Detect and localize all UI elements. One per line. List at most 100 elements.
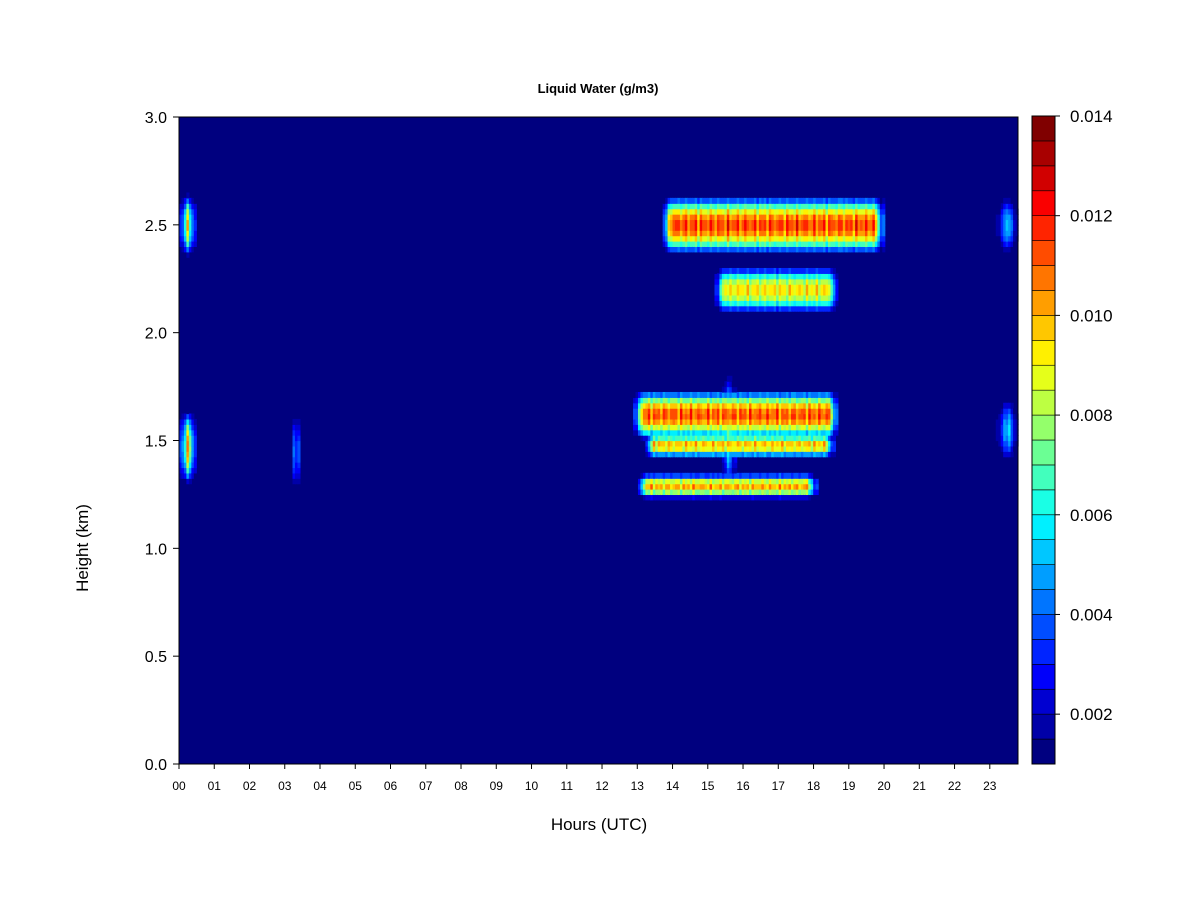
heatmap-cell [840, 246, 844, 253]
heatmap-cell [786, 429, 790, 436]
heatmap-cell [647, 424, 651, 431]
heatmap-cell [716, 451, 721, 458]
heatmap-cell [761, 208, 765, 215]
heatmap-cell [805, 267, 809, 274]
heatmap-cell [815, 294, 819, 301]
heatmap-cell [818, 424, 822, 431]
heatmap-cell [832, 300, 836, 307]
heatmap-cell [798, 418, 802, 425]
heatmap-cell [667, 402, 671, 409]
heatmap-cell [193, 424, 197, 431]
heatmap-cell [825, 246, 829, 253]
heatmap-cell [761, 429, 765, 436]
heatmap-cell [815, 451, 819, 458]
heatmap-cell [193, 224, 197, 231]
heatmap-cell [714, 397, 718, 404]
heatmap-cell [818, 408, 822, 415]
heatmap-cell [675, 413, 679, 420]
heatmap-cell [778, 235, 782, 242]
heatmap-cell [766, 391, 770, 398]
heatmap-cell [865, 214, 869, 221]
heatmap-cell [825, 300, 829, 307]
heatmap-cell [721, 278, 725, 285]
heatmap-cell [810, 483, 814, 490]
heatmap-cell [882, 224, 886, 231]
heatmap-cell [193, 445, 197, 452]
heatmap-cell [191, 235, 195, 242]
heatmap-cell [687, 483, 691, 490]
heatmap-cell [724, 391, 728, 398]
heatmap-cell [721, 203, 725, 210]
heatmap-cell [736, 402, 740, 409]
heatmap-cell [712, 435, 716, 442]
heatmap-cell [672, 391, 676, 398]
heatmap-cell [721, 494, 725, 501]
heatmap-cell [726, 483, 730, 490]
heatmap-cell [746, 402, 750, 409]
heatmap-cell [186, 472, 190, 479]
heatmap-cell [778, 294, 782, 301]
heatmap-cell [862, 224, 866, 231]
heatmap-cell [642, 391, 646, 398]
heatmap-cell [1013, 219, 1017, 226]
heatmap-cell [857, 214, 861, 221]
heatmap-cell [719, 267, 723, 274]
heatmap-cell [183, 224, 188, 231]
heatmap-cell [808, 397, 812, 404]
heatmap-cell [739, 489, 743, 496]
heatmap-cell [786, 273, 790, 280]
heatmap-cell [724, 289, 728, 296]
heatmap-cell [684, 489, 688, 496]
heatmap-cell [667, 429, 671, 436]
heatmap-cell [790, 391, 795, 398]
heatmap-cell [830, 305, 834, 312]
heatmap-cell [670, 494, 674, 501]
heatmap-cell [724, 300, 728, 307]
heatmap-cell [879, 214, 883, 221]
heatmap-cell [810, 445, 814, 452]
heatmap-cell [736, 440, 740, 447]
heatmap-cell [709, 483, 713, 490]
heatmap-cell [714, 219, 718, 226]
heatmap-cell [865, 235, 869, 242]
heatmap-cell [874, 219, 878, 226]
heatmap-cell [830, 219, 834, 226]
heatmap-cell [744, 435, 748, 442]
heatmap-cell [665, 424, 669, 431]
heatmap-cell [633, 429, 637, 436]
colorbar-tick-label: 0.014 [1070, 107, 1113, 126]
heatmap-cell [721, 305, 725, 312]
heatmap-cell [758, 208, 762, 215]
heatmap-cell [788, 235, 792, 242]
heatmap-cell [751, 483, 755, 490]
heatmap-cell [655, 402, 659, 409]
heatmap-cell [697, 219, 701, 226]
heatmap-cell [827, 440, 832, 447]
heatmap-cell [753, 230, 758, 237]
heatmap-cell [761, 241, 765, 247]
heatmap-cell [852, 235, 856, 242]
heatmap-cell [670, 408, 674, 415]
heatmap-cell [684, 435, 688, 442]
heatmap-cell [719, 424, 723, 431]
heatmap-cell [726, 402, 730, 409]
heatmap-cell [640, 472, 644, 479]
heatmap-cell [753, 305, 758, 312]
heatmap-cell [753, 219, 758, 226]
heatmap-cell [837, 224, 841, 231]
heatmap-cell [756, 402, 760, 409]
heatmap-cell [860, 224, 864, 231]
heatmap-cell [645, 440, 649, 447]
heatmap-cell [746, 267, 750, 274]
heatmap-cell [719, 440, 723, 447]
heatmap-cell [749, 203, 753, 210]
heatmap-cell [815, 397, 819, 404]
heatmap-cell [682, 494, 686, 501]
heatmap-cell [756, 494, 760, 501]
heatmap-cell [697, 397, 701, 404]
heatmap-cell [657, 440, 661, 447]
heatmap-cell [736, 241, 740, 247]
heatmap-cell [191, 230, 195, 237]
heatmap-cell [781, 429, 785, 436]
heatmap-cell [181, 429, 185, 436]
